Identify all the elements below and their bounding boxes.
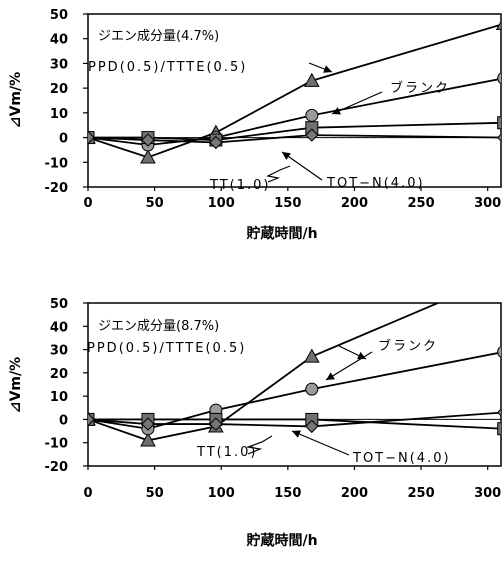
annotation-arrowhead	[282, 152, 291, 160]
y-tick-label: 0	[59, 132, 68, 147]
y-tick-label: 30	[50, 344, 68, 359]
x-tick-label: 50	[146, 486, 164, 501]
annotation-arrowhead	[332, 107, 341, 115]
series-4-point	[141, 133, 155, 147]
annotation-label: PPD(0.5)/TTTE(0.5)	[88, 60, 247, 75]
annotation-arrow	[291, 430, 350, 456]
x-tick-label: 0	[83, 196, 92, 211]
plot-frame	[87, 302, 502, 467]
annotation-label: TT(1.0)	[196, 445, 257, 460]
x-tick-label: 250	[407, 486, 434, 501]
x-tick-label: 250	[407, 196, 434, 211]
y-axis-label: ⊿Vm/%	[8, 72, 24, 128]
chart-panel-1: -20 -10 0 10 20 30 40 50 0 50 100 150 200 250 300 貯蔵時間/…	[8, 8, 502, 242]
series-1-point	[140, 149, 156, 164]
x-tick-label: 300	[474, 196, 501, 211]
x-tick-label: 150	[274, 196, 301, 211]
annotation-arrow	[331, 91, 383, 115]
x-tick-label: 100	[208, 486, 235, 501]
annotation-label: TT(1.0)	[209, 178, 270, 193]
annotation-label: TOT−N(4.0)	[352, 451, 451, 466]
y-axis-label: ⊿Vm/%	[8, 357, 24, 413]
series-3-point	[497, 116, 501, 130]
series-4-point	[496, 133, 501, 142]
y-tick-label: 40	[50, 33, 68, 48]
x-tick-label: 0	[83, 486, 92, 501]
y-tick-label: 10	[50, 107, 68, 122]
x-tick-label: 300	[474, 486, 501, 501]
x-tick-label: 200	[341, 486, 368, 501]
series-2-point	[305, 108, 319, 122]
y-tick-label: -10	[45, 437, 69, 452]
series-2-point	[497, 72, 501, 85]
series-4-point	[305, 419, 319, 434]
series-group	[88, 268, 504, 447]
y-tick-label: 20	[50, 367, 68, 382]
x-tick-label: 100	[208, 196, 235, 211]
series-4-point	[88, 130, 95, 145]
annotation-arrowhead	[326, 372, 335, 380]
series-4-point	[209, 417, 223, 431]
annotation-label: TOT−N(4.0)	[326, 176, 425, 191]
plot-frame	[87, 13, 502, 188]
y-tick-label: 20	[50, 82, 68, 97]
y-tick-label: 0	[59, 413, 68, 428]
x-axis-label: 貯蔵時間/h	[246, 225, 317, 242]
x-tick-label: 50	[146, 196, 164, 211]
annotation-label: ブランク	[390, 80, 450, 96]
y-tick-label: 50	[50, 297, 68, 312]
series-4-point	[141, 417, 155, 431]
annotation-label: ブランク	[378, 338, 438, 354]
series-group	[88, 20, 501, 164]
y-tick-label: 40	[50, 320, 68, 335]
y-tick-label: 30	[50, 57, 68, 72]
series-1-point	[303, 72, 320, 87]
annotation-arrow	[281, 151, 323, 181]
y-tick-label: -20	[45, 460, 69, 475]
series-1-point	[497, 268, 504, 281]
inset-label: ジエン成分量(8.7%)	[98, 319, 219, 334]
y-tick-label: -10	[45, 156, 69, 171]
x-tick-label: 200	[341, 196, 368, 211]
series-4-point	[305, 128, 319, 142]
inset-label: ジエン成分量(4.7%)	[98, 29, 219, 44]
series-2-point	[305, 382, 319, 396]
series-1-point	[495, 20, 501, 30]
series-4-point	[209, 135, 223, 150]
series-3-point	[497, 422, 501, 436]
x-axis-label: 貯蔵時間/h	[246, 532, 317, 549]
x-tick-label: 150	[274, 486, 301, 501]
annotation-squiggle	[245, 435, 273, 455]
annotation-arrowhead	[292, 430, 301, 438]
annotation-label: PPD(0.5)/TTTE(0.5)	[87, 341, 246, 356]
chart-panel-2: -20 -10 0 10 20 30 40 50 0 50 100 150 200 250 300 貯蔵時間/…	[8, 268, 504, 549]
annotation-squiggle	[266, 165, 291, 183]
series-2-point	[497, 345, 501, 358]
y-tick-label: 10	[50, 390, 68, 405]
series-1-point	[140, 432, 156, 447]
annotation-arrow	[325, 351, 373, 381]
y-tick-label: 50	[50, 8, 68, 23]
series-4-point	[496, 408, 501, 417]
series-1-point	[303, 348, 320, 363]
annotation-arrowhead	[323, 65, 332, 73]
y-tick-label: -20	[45, 181, 69, 196]
series-4-point	[88, 412, 95, 427]
